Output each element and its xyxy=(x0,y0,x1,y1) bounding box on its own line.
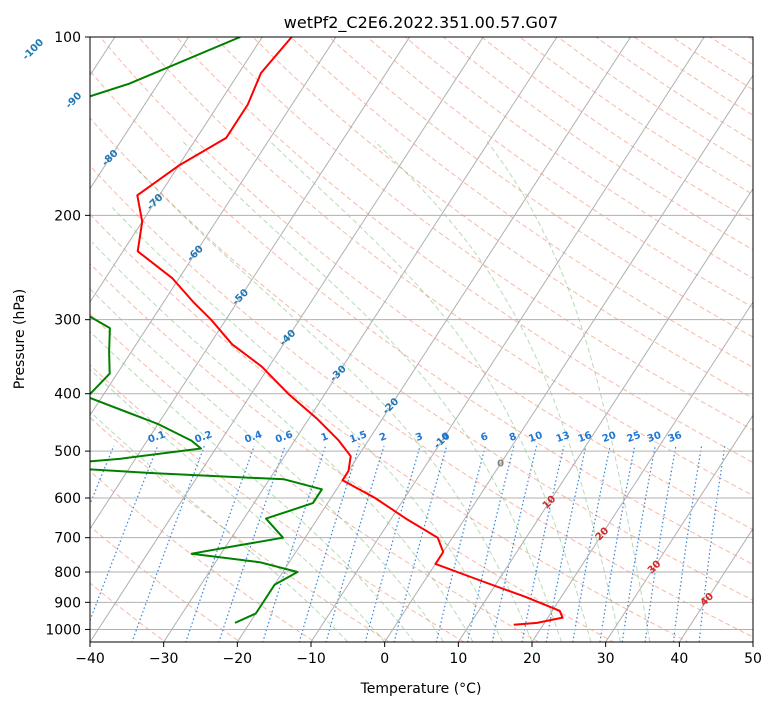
dry-adiabat-line xyxy=(766,24,775,654)
dry-adiabat-line xyxy=(90,70,753,565)
temperature-profile xyxy=(136,37,564,626)
dry-adiabat-line xyxy=(90,117,753,601)
moist-adiabat-line xyxy=(90,368,386,642)
mixing-ratio-label: 10 xyxy=(527,430,544,445)
y-tick-label: 300 xyxy=(54,313,81,329)
y-tick-label: 700 xyxy=(54,531,81,547)
moist-adiabat-line xyxy=(91,241,474,642)
x-axis-label: Temperature (°C) xyxy=(360,681,482,697)
y-tick-label: 1000 xyxy=(45,622,81,638)
y-tick-label: 900 xyxy=(54,595,81,611)
y-tick-label: 500 xyxy=(54,444,81,460)
mixing-ratio-label: 20 xyxy=(601,430,618,445)
mixing-ratio-line xyxy=(131,445,205,642)
dry-adiabat-line xyxy=(137,37,753,497)
plot-frame xyxy=(89,36,754,643)
x-tick-label: 50 xyxy=(744,651,762,667)
moist-adiabat-line xyxy=(90,330,415,642)
dry-adiabat-line xyxy=(90,416,391,642)
mixing-ratio-line xyxy=(572,445,611,642)
x-tick-label: 40 xyxy=(670,651,688,667)
y-tick-label: 800 xyxy=(54,565,81,581)
mixing-ratio-line xyxy=(185,445,255,642)
mixing-ratio-line xyxy=(644,445,677,642)
isotherm-line xyxy=(90,37,337,417)
isotherm-label: -90 xyxy=(64,91,85,112)
isotherm-line xyxy=(90,37,190,190)
mixing-ratio-line xyxy=(218,445,286,642)
chart-title: wetPf2_C2E6.2022.351.00.57.G07 xyxy=(284,13,558,33)
y-tick-label: 600 xyxy=(54,491,81,507)
isotherm-line xyxy=(457,187,753,642)
isotherm-line xyxy=(310,37,705,642)
y-axis-label: Pressure (hPa) xyxy=(12,289,28,389)
isotherm-line xyxy=(605,414,753,642)
dry-adiabat-line xyxy=(214,37,753,431)
y-tick-label: 200 xyxy=(54,208,81,224)
mixing-ratio-label: 2 xyxy=(378,431,388,444)
moist-adiabat-line xyxy=(135,167,533,642)
isotherm-line xyxy=(384,74,753,642)
isotherm-label: 0 xyxy=(497,459,504,470)
mixing-ratio-label: 4 xyxy=(441,431,451,444)
x-tick-label: 20 xyxy=(523,651,541,667)
x-tick-label: 30 xyxy=(597,651,615,667)
isotherm-line xyxy=(752,641,753,642)
x-tick-label: 0 xyxy=(380,651,389,667)
moist-adiabat-line xyxy=(90,288,445,642)
isotherm-line xyxy=(531,301,753,642)
dry-adiabat-line xyxy=(518,37,753,196)
x-tick-label: −10 xyxy=(296,651,326,667)
isotherm-label: -100 xyxy=(21,37,47,63)
dry-adiabat-line xyxy=(252,37,753,399)
dry-adiabat-line xyxy=(328,37,753,338)
isotherm-line xyxy=(678,527,753,642)
mixing-ratio-label: 1 xyxy=(320,431,330,444)
mixing-ratio-label: 25 xyxy=(625,430,642,445)
dry-adiabat-line xyxy=(90,262,615,642)
y-tick-label: 400 xyxy=(54,387,81,403)
dry-adiabat-line xyxy=(90,213,690,642)
y-tick-label: 100 xyxy=(54,30,81,46)
isotherm-line xyxy=(90,37,484,642)
mixing-ratio-label: 8 xyxy=(508,431,518,444)
mixing-ratio-line xyxy=(672,445,703,642)
moist-adiabat-line xyxy=(90,410,349,642)
mixing-ratio-line xyxy=(621,445,656,642)
mixing-ratio-line xyxy=(545,445,587,642)
isotherm-line xyxy=(163,37,558,642)
dry-adiabat-line xyxy=(90,364,466,642)
mixing-ratio-line xyxy=(698,445,726,642)
mixing-ratio-label: 36 xyxy=(667,430,684,445)
mixing-ratio-label: 30 xyxy=(646,430,663,445)
x-tick-label: −20 xyxy=(223,651,253,667)
dry-adiabat-line xyxy=(480,37,753,223)
dewpoint-profile xyxy=(90,37,323,624)
x-tick-label: −30 xyxy=(149,651,179,667)
mixing-ratio-line xyxy=(298,445,360,642)
x-tick-label: 10 xyxy=(449,651,467,667)
dry-adiabat-line xyxy=(90,313,540,642)
mixing-ratio-line xyxy=(521,445,565,642)
mixing-ratio-line xyxy=(325,445,385,642)
dry-adiabat-line xyxy=(99,37,753,531)
plot-area xyxy=(90,37,753,642)
mixing-ratio-label: 3 xyxy=(414,431,424,444)
mixing-ratio-label: 16 xyxy=(577,430,594,445)
isotherm-line xyxy=(90,37,263,303)
isotherm-line xyxy=(236,37,632,642)
mixing-ratio-line xyxy=(262,445,327,642)
dry-adiabat-line xyxy=(290,37,753,368)
dry-adiabat-line xyxy=(175,37,753,463)
x-tick-label: −40 xyxy=(75,651,105,667)
mixing-ratio-label: 6 xyxy=(479,431,489,444)
dry-adiabat-line xyxy=(442,37,753,251)
dry-adiabat-line xyxy=(90,165,753,638)
isotherm-line xyxy=(90,37,411,530)
mixing-ratio-label: 13 xyxy=(555,430,572,445)
